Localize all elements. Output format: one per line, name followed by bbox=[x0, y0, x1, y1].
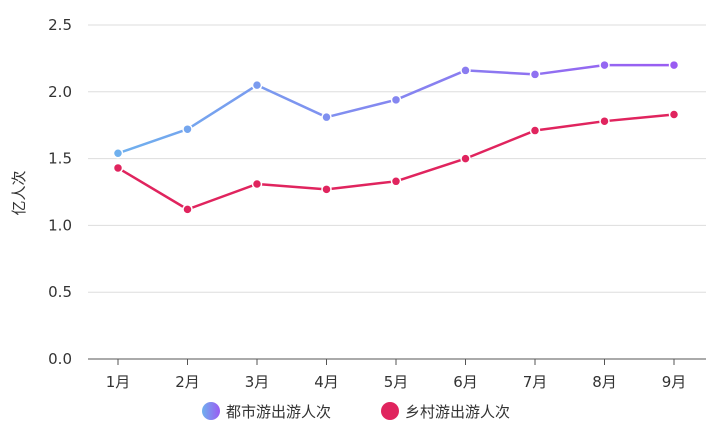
series-line-1 bbox=[117, 113, 675, 211]
legend-marker-urban bbox=[202, 402, 220, 420]
data-point-1[interactable] bbox=[668, 109, 680, 120]
x-tick-label: 9月 bbox=[662, 373, 687, 391]
x-tick-label: 3月 bbox=[245, 373, 270, 391]
y-axis-title: 亿人次 bbox=[10, 170, 28, 215]
series-line-0 bbox=[117, 63, 674, 155]
x-tick-label: 1月 bbox=[106, 373, 131, 391]
data-point-0[interactable] bbox=[599, 59, 610, 71]
data-point-0[interactable] bbox=[529, 69, 541, 80]
data-point-0[interactable] bbox=[182, 123, 193, 135]
y-tick-label: 1.5 bbox=[48, 150, 72, 168]
data-point-1[interactable] bbox=[529, 125, 541, 136]
y-tick-label: 2.0 bbox=[48, 83, 72, 101]
y-tick-label: 0.0 bbox=[48, 350, 72, 368]
x-tick-labels: 1月 2月 3月 4月 5月 6月 7月 8月 9月 bbox=[106, 373, 687, 391]
data-point-0[interactable] bbox=[460, 65, 471, 76]
data-point-1[interactable] bbox=[112, 162, 124, 174]
legend-item-rural[interactable]: 乡村游出游人次 bbox=[381, 402, 510, 421]
data-point-0[interactable] bbox=[321, 111, 332, 123]
y-tick-label: 2.5 bbox=[48, 16, 72, 34]
legend[interactable]: 都市游出游人次 乡村游出游人次 bbox=[202, 402, 510, 421]
x-tick-label: 2月 bbox=[175, 373, 200, 391]
data-point-0[interactable] bbox=[668, 59, 680, 71]
y-tick-labels: 0.0 0.5 1.0 1.5 2.0 2.5 bbox=[48, 16, 72, 368]
legend-marker-rural bbox=[381, 402, 399, 420]
data-point-1[interactable] bbox=[390, 176, 402, 187]
data-point-1[interactable] bbox=[182, 204, 193, 215]
x-ticks bbox=[117, 359, 675, 365]
y-tick-label: 0.5 bbox=[48, 283, 72, 301]
series-layer bbox=[112, 59, 680, 215]
y-tick-label: 1.0 bbox=[48, 216, 72, 234]
data-point-1[interactable] bbox=[321, 184, 332, 195]
data-point-1[interactable] bbox=[251, 178, 263, 190]
x-tick-label: 6月 bbox=[453, 373, 478, 391]
legend-label-urban: 都市游出游人次 bbox=[226, 403, 331, 421]
data-point-0[interactable] bbox=[251, 79, 263, 91]
legend-label-rural: 乡村游出游人次 bbox=[405, 403, 510, 421]
data-point-0[interactable] bbox=[112, 148, 124, 159]
gridlines bbox=[88, 24, 706, 293]
data-point-0[interactable] bbox=[390, 94, 402, 106]
x-tick-label: 4月 bbox=[314, 373, 339, 391]
legend-item-urban[interactable]: 都市游出游人次 bbox=[202, 402, 331, 421]
x-tick-label: 5月 bbox=[384, 373, 409, 391]
x-tick-label: 7月 bbox=[523, 373, 548, 391]
data-point-1[interactable] bbox=[599, 115, 610, 127]
data-point-1[interactable] bbox=[460, 153, 471, 164]
x-tick-label: 8月 bbox=[592, 373, 617, 391]
